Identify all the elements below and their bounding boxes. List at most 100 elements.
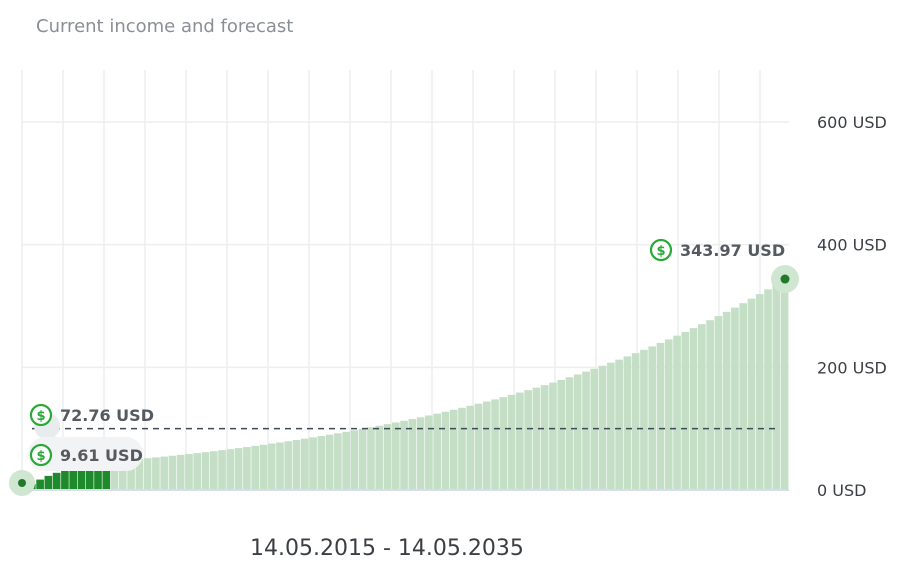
forecast-bar [449,409,458,490]
forecast-bar [367,427,375,490]
y-tick-label: 600 USD [817,113,887,132]
forecast-bar [300,438,309,490]
actual-income-bar [61,470,69,490]
forecast-bar [623,356,632,490]
forecast-bar [425,415,433,490]
actual-income-bar [85,464,94,490]
forecast-bar [516,392,524,490]
forecast-bar [433,413,441,490]
forecast-bar [507,394,516,490]
forecast-bar [168,455,177,490]
forecast-bar [607,362,615,490]
y-tick-label: 0 USD [817,481,866,500]
forecast-bar [532,387,541,490]
forecast-bar [714,316,723,490]
forecast-bar [772,284,781,490]
forecast-bar [640,349,648,490]
actual-income-bar [102,462,111,490]
forecast-final-value-label: 343.97 USD [680,241,785,260]
forecast-bar [722,311,731,490]
forecast-bar [540,385,549,490]
forecast-bar [400,420,408,490]
actual-income-bar [36,479,44,490]
forecast-bar [342,431,350,490]
forecast-bar [218,450,226,490]
forecast-bar [193,453,202,490]
forecast-bar [681,331,690,490]
forecast-bar [664,339,673,490]
date-range: 14.05.2015 - 14.05.2035 [250,536,524,561]
forecast-bar [267,443,276,490]
forecast-bar [648,346,657,490]
forecast-bar [127,459,135,490]
forecast-bar [573,374,582,490]
forecast-bar [557,379,566,490]
forecast-bar [209,451,218,490]
forecast-bar [234,448,243,490]
forecast-bar [491,399,499,490]
forecast-bar [375,425,384,490]
forecast-bar [391,422,400,490]
forecast-bar [499,397,508,490]
forecast-bar [441,411,450,490]
forecast-bar [143,458,152,490]
forecast-bar [309,437,317,490]
forecast-bar [284,441,293,490]
dollar-sign-icon: $ [656,244,665,259]
start-point [18,479,26,487]
forecast-bar [325,434,334,490]
actual-income-bar [69,468,78,490]
forecast-bar [110,461,119,490]
forecast-bar [482,401,491,490]
forecast-bar [706,320,714,490]
forecast-bar [251,445,260,490]
dollar-sign-icon: $ [36,409,45,424]
forecast-bar [524,390,532,490]
forecast-bar [185,453,193,490]
forecast-bar [416,417,425,490]
dollar-coin-icon [29,403,53,427]
forecast-bar [243,447,251,490]
reference-value-label: 72.76 USD [60,406,154,425]
forecast-bar [731,307,739,490]
forecast-bar [764,289,772,490]
forecast-bar [292,439,301,490]
forecast-bar [615,359,623,490]
actual-income-bar [52,472,61,490]
forecast-bar [598,365,607,490]
forecast-bar [755,294,764,490]
dollar-sign-icon: $ [36,449,45,464]
forecast-bar [673,335,681,490]
actual-income-bar [44,475,53,490]
forecast-bar [334,433,342,490]
forecast-bar [549,382,557,490]
forecast-bar [259,444,268,490]
y-tick-label: 400 USD [817,236,887,255]
forecast-bar [408,419,417,490]
dollar-coin-icon [649,238,673,262]
forecast-bar [176,454,185,490]
actual-income-bar [77,466,86,490]
dollar-coin-icon [29,443,53,467]
current-value-label: 9.61 USD [60,446,143,465]
current-value-pill [28,437,143,471]
forecast-bar [739,303,748,490]
forecast-bar [780,279,789,490]
forecast-bar [466,405,475,490]
forecast-bar [152,457,160,490]
forecast-bar [317,436,326,490]
forecast-bar [565,377,574,490]
y-tick-label: 200 USD [817,358,887,377]
forecast-bar [350,430,359,490]
forecast-bar [656,342,665,490]
forecast-bar [458,407,466,490]
forecast-bar [276,442,284,490]
forecast-bar [747,298,756,490]
forecast-bar [582,371,590,490]
forecast-bar [226,449,235,490]
forecast-bar [160,456,169,490]
chart-title: Current income and forecast [36,16,294,37]
forecast-bar [689,328,698,490]
forecast-end-point [780,274,790,284]
